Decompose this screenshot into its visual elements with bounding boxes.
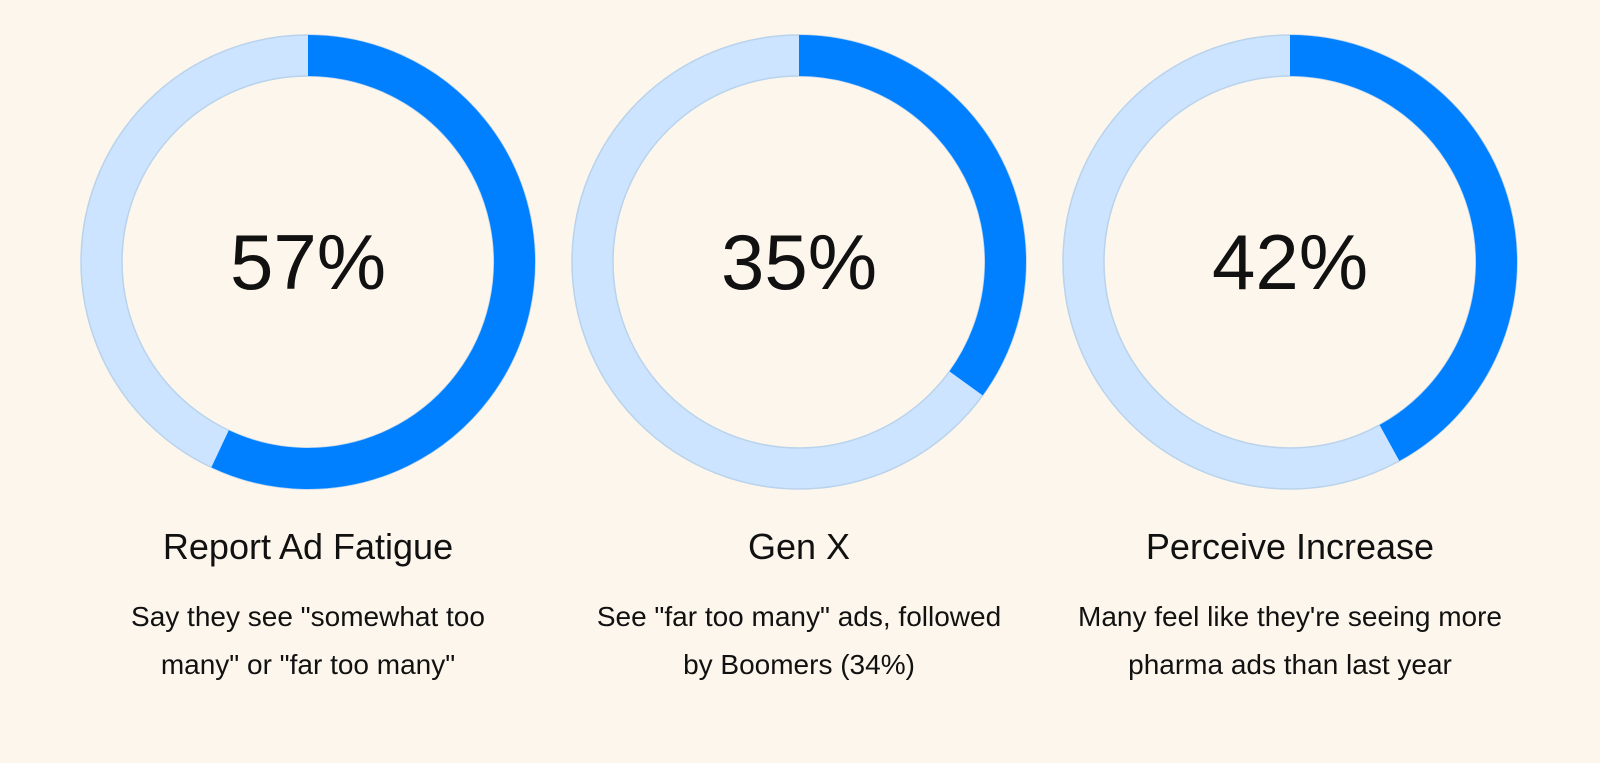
card-subtitle: See "far too many" ads, followed by Boom…	[596, 601, 1002, 680]
card-subtitle: Say they see "somewhat too many" or "far…	[131, 601, 485, 680]
card-title: Gen X	[747, 526, 851, 567]
card: Gen X See "far too many" ads, followed by…	[564, 0, 1034, 763]
donut-arc	[1289, 35, 1517, 461]
donut-arc	[211, 35, 535, 489]
card-title: Report Ad Fatigue	[162, 526, 454, 567]
card-title: Perceive Increase	[1145, 526, 1435, 567]
card-subtitle: Many feel like they're seeing more pharm…	[1078, 601, 1502, 680]
value-label: 35%	[721, 218, 877, 306]
value-label: 42%	[1212, 218, 1368, 306]
donut-arc	[798, 35, 1026, 396]
value-label: 57%	[230, 218, 386, 306]
card: Perceive Increase Many feel like they're …	[1055, 0, 1525, 763]
card: Report Ad Fatigue Say they see "somewhat …	[73, 0, 543, 763]
